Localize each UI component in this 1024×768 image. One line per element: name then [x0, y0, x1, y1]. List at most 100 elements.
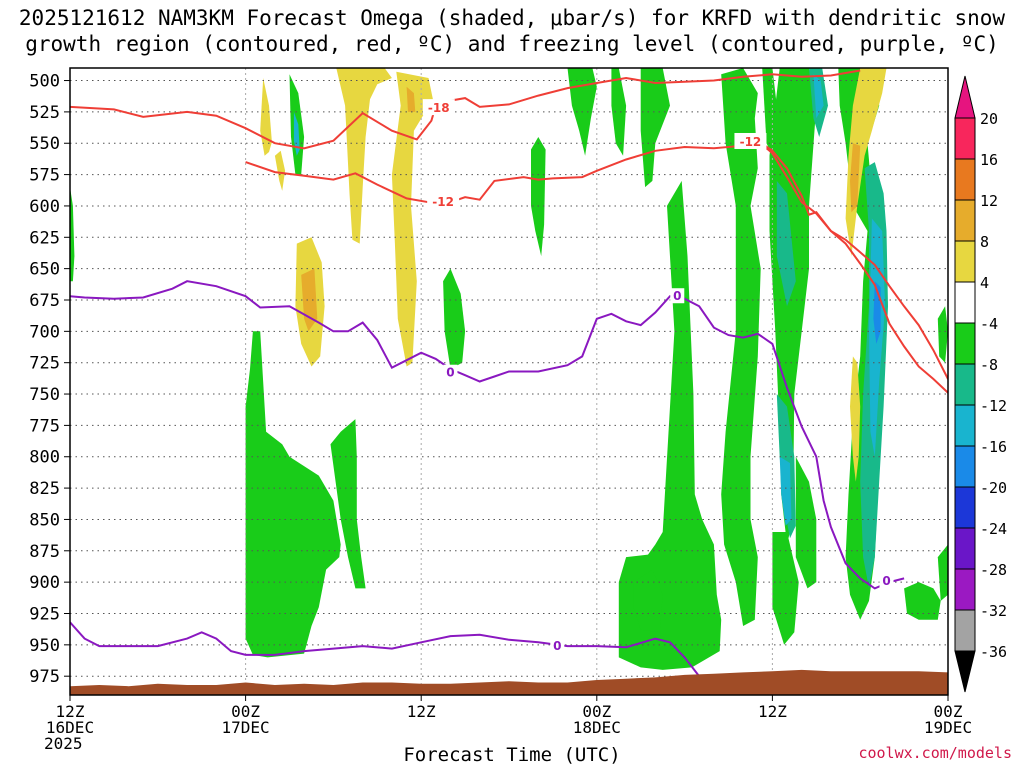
y-tick-label: 950 [29, 636, 60, 656]
omega-region-teal [776, 180, 796, 307]
omega-shading-layer [70, 68, 948, 670]
dgz-contour-label: -12 [432, 195, 454, 209]
y-tick-label: 775 [29, 416, 60, 436]
ground-layer [70, 669, 948, 695]
omega-region-gold [406, 86, 416, 112]
y-tick-label: 500 [29, 72, 60, 92]
freezing-level-contour-low [70, 621, 700, 677]
colorbar-bin [954, 281, 976, 324]
axis-layer: 500 525 550 575 600 625 650 675 700 725 750 775 800 8… [29, 72, 972, 753]
x-tick-label: 12Z [407, 702, 436, 721]
y-tick-label: 750 [29, 385, 60, 405]
omega-region-green [443, 268, 466, 369]
dgz-contour-minus18 [70, 69, 861, 150]
colorbar-bottom-arrow [954, 650, 976, 693]
x-tick-label: 18DEC [573, 718, 621, 737]
freezing-label-bg [443, 364, 458, 380]
contour-label-layer: -18 -12 -12 0 0 0 0 [422, 99, 894, 654]
colorbar-bin [954, 322, 976, 365]
omega-region-cyan [779, 456, 792, 526]
y-tick-label: 675 [29, 291, 60, 311]
dgz-contour-label: -12 [740, 135, 762, 149]
y-tick-label: 725 [29, 354, 60, 374]
omega-region-cyan [813, 74, 824, 119]
x-tick-label: 16DEC [46, 718, 94, 737]
freezing-contour-label: 0 [882, 574, 890, 588]
omega-region-green [772, 532, 799, 645]
omega-region-yellow [845, 68, 887, 257]
colorbar-label: -8 [980, 356, 998, 374]
freezing-contour-label: 0 [446, 366, 454, 380]
colorbar-bin [954, 240, 976, 283]
y-tick-label: 525 [29, 103, 60, 123]
y-tick-label: 850 [29, 510, 60, 530]
y-tick-label: 700 [29, 322, 60, 342]
omega-region-green [904, 582, 941, 620]
omega-region-green [633, 569, 663, 633]
colorbar-label: 12 [980, 192, 998, 210]
freezing-level-contour [70, 280, 905, 590]
omega-region-green [640, 68, 670, 188]
y-tick-label: 925 [29, 604, 60, 624]
freezing-contour-label: 0 [673, 289, 681, 303]
dgz-contour-minus12 [245, 139, 948, 380]
y-tick-label: 975 [29, 667, 60, 687]
omega-region-green [531, 137, 546, 257]
colorbar-label: -32 [980, 602, 1007, 620]
freezing-label-bg [550, 638, 565, 654]
colorbar-label: -4 [980, 315, 998, 333]
colorbar-label: -28 [980, 561, 1007, 579]
colorbar-bin [954, 568, 976, 611]
omega-region-green [795, 456, 817, 589]
contour-layer [70, 69, 948, 677]
omega-region-cyan [293, 111, 300, 156]
colorbar-label: 16 [980, 151, 998, 169]
credit-text: coolwx.com/models [858, 744, 1012, 762]
y-tick-label: 875 [29, 542, 60, 562]
dgz-label-bg [427, 193, 460, 210]
omega-region-green [330, 419, 366, 589]
colorbar-bin [954, 363, 976, 406]
omega-region-yellow [260, 78, 272, 156]
omega-region-green [937, 306, 948, 363]
y-tick-label: 625 [29, 228, 60, 248]
omega-region-yellow [850, 356, 861, 482]
freezing-label-bg [670, 288, 685, 304]
x-tick-label: 19DEC [924, 718, 972, 737]
y-tick-label: 800 [29, 448, 60, 468]
chart-title-line2: growth region (contoured, red, ºC) and f… [25, 32, 999, 56]
ground-terrain [70, 669, 948, 695]
colorbar-label: 4 [980, 274, 989, 292]
x-axis-title: Forecast Time (UTC) [403, 744, 621, 766]
colorbar-bin [954, 404, 976, 447]
colorbar: 20 16 12 8 4 -4 -8 -12 -16 -20 -24 -28 -32 -36 [954, 75, 1007, 693]
colorbar-label: 20 [980, 110, 998, 128]
colorbar-label: 8 [980, 233, 989, 251]
omega-region-gold [850, 143, 861, 213]
omega-region-yellow [391, 71, 433, 367]
omega-region-green [245, 331, 341, 658]
omega-region-green [70, 187, 75, 282]
omega-region-green [937, 544, 948, 601]
freezing-contour-label: 0 [553, 639, 561, 653]
x-tick-label: 00Z [934, 702, 963, 721]
omega-region-yellow [274, 150, 286, 191]
omega-region-green [721, 68, 761, 626]
dgz-contour-label: -18 [428, 101, 450, 115]
colorbar-label: -36 [980, 643, 1007, 661]
x-tick-label: 12Z [56, 702, 85, 721]
y-tick-label: 575 [29, 166, 60, 186]
colorbar-bin [954, 527, 976, 570]
x-tick-label: 17DEC [222, 718, 270, 737]
colorbar-label: -16 [980, 438, 1007, 456]
colorbar-bin [954, 609, 976, 652]
y-tick-label: 650 [29, 260, 60, 280]
omega-region-green [611, 68, 627, 156]
colorbar-bin [954, 486, 976, 529]
x-tick-label: 00Z [231, 702, 260, 721]
colorbar-label: -20 [980, 479, 1007, 497]
x-tick-label: 00Z [582, 702, 611, 721]
colorbar-bin [954, 445, 976, 488]
x-tick-label: 12Z [758, 702, 787, 721]
colorbar-bin [954, 199, 976, 242]
